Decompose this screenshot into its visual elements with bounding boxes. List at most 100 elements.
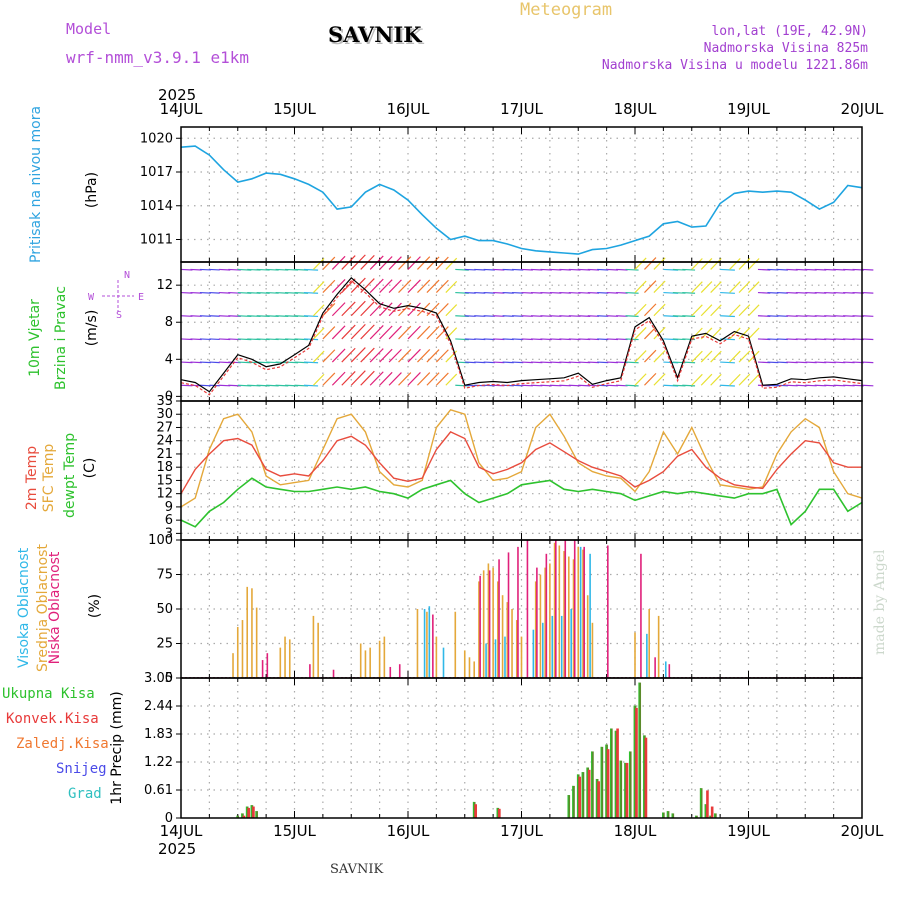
y-tick-label: 3 [165,526,173,541]
wind-arrow [331,371,346,386]
wind-arrow [303,315,319,318]
precip-bar-total [628,751,632,818]
precip-bar-total-edge [704,804,706,818]
y-tick-label: 24 [156,434,173,449]
year-label-bottom: 2025 [158,840,196,858]
precip-label-snow: Snijeg [56,761,107,777]
wind-arrow [369,348,384,363]
precip-bar-conv [706,790,709,818]
precip-bar-conv [635,707,638,818]
wind-arrow [322,326,336,340]
precip-label-frozen: Zaledj.Kisa [16,736,109,752]
wind-speed-line [180,276,863,393]
wind-arrow [445,327,458,340]
wind-arrow [379,371,393,386]
y-tick-label: 33 [156,394,173,409]
wind-arrow [341,278,356,293]
precip-bar-total-edge [586,767,588,818]
precip-bar-total-edge [236,815,238,818]
precip-bar-total-edge [581,772,583,818]
dewpoint-line [180,477,863,528]
wind-arrow [379,348,393,363]
wind-arrow [720,291,735,294]
wind-arrow [738,257,751,270]
wind-arrow [493,268,505,271]
wind-arrow [748,373,760,386]
wind-arrow [502,268,514,271]
wind-arrow [720,268,735,271]
wind-arrow [435,302,449,317]
wind-arrow [710,258,722,270]
wind-arrow [512,315,524,317]
wind-arrow [776,338,788,341]
precip-bar-conv [710,806,714,818]
wind-arrow [748,327,760,340]
wind-arrow [209,315,220,317]
y-tick-label: 30 [156,407,173,422]
wind-arrow [303,361,319,364]
wind-arrow [388,279,402,293]
y-tick-label: 75 [156,568,173,583]
wind-arrow [474,338,486,341]
wind-arrow [322,256,336,270]
date-label-bottom: 17JUL [500,822,543,840]
wind-arrow [322,349,336,363]
precip-bar-total-edge [671,813,673,818]
wind-arrow [625,361,639,364]
wind-arrow [644,303,657,317]
date-label-bottom: 14JUL [160,822,203,840]
wind-arrow [729,281,741,293]
wind-arrow [767,338,779,341]
wind-arrow [625,268,639,271]
precip-bar-total [638,682,642,818]
model-label: Model [66,20,112,38]
precip-bar-total [572,785,575,818]
wind-arrow [474,315,486,317]
precip-bar-total-edge [643,735,645,818]
y-tick-label: 1.83 [144,727,173,742]
wind-arrow [312,373,325,386]
wind-arrow [417,279,431,293]
wind-arrow [720,315,735,318]
y-tick-label: 12 [156,487,173,502]
precip-bar-conv [498,808,501,818]
wind-arrow [417,302,431,317]
wind-arrow [312,327,325,340]
precip-bar-total-edge [591,751,593,818]
year-label-top: 2025 [158,86,196,104]
wind-arrow [360,347,375,363]
precip-bar-conv [587,769,591,818]
wind-arrow [493,291,505,294]
y-tick-label: 9 [165,500,173,515]
y-tick-label: 27 [156,420,173,435]
wind-arrow [700,257,713,270]
wind-arrow [435,279,449,293]
wind-arrow [464,361,476,364]
wind-arrow [464,291,476,294]
wind-arrow [634,280,647,293]
wind-arrow [199,384,211,387]
precip-bar-total [695,815,698,818]
wind-arrow [360,370,375,386]
precip-bar-total-edge [567,795,569,818]
y-tick-label: 0 [165,389,173,404]
wind-arrow [303,268,319,271]
wind-arrow [388,348,402,363]
wind-arrow [644,372,657,386]
wind-arrow [682,268,696,271]
meteogram-title: Meteogram [520,0,613,20]
precip-bar-total [581,772,585,818]
wind-arrow [710,350,722,363]
wind-arrow [209,291,220,294]
wind-arrow [398,279,412,293]
pressure-line [180,145,863,255]
precip-bar-conv [252,806,255,818]
precip-bar-conv [578,776,582,818]
precip-bar-total [709,815,712,818]
wind-arrow [407,348,421,363]
precip-bar-total-edge [576,774,578,818]
wind-arrow [379,302,393,317]
precip-bar-total-edge [572,785,574,818]
wind-arrow [474,361,486,364]
wind-arrow [738,373,751,386]
